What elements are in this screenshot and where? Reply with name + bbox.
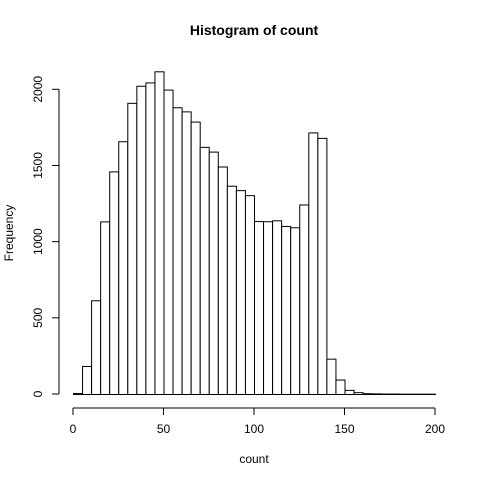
histogram-bar (208, 151, 219, 395)
x-tick-label: 200 (425, 422, 445, 436)
histogram-bar (254, 221, 265, 395)
histogram-bar (73, 393, 84, 395)
histogram-bar (118, 141, 129, 395)
histogram-bar (317, 137, 328, 395)
y-tick-label: 0 (31, 390, 45, 397)
histogram-bar (308, 132, 319, 395)
histogram-bar (335, 379, 346, 395)
bars-group (73, 71, 437, 396)
x-tick-label: 150 (334, 422, 354, 436)
histogram-bar (299, 204, 310, 395)
histogram-bar (263, 221, 274, 395)
histogram-bar (362, 393, 373, 396)
y-tick-label: 2000 (31, 76, 45, 103)
y-axis-label: Frequency (2, 205, 16, 262)
histogram-bar (100, 221, 111, 395)
histogram-bar (217, 166, 228, 395)
histogram-bar (145, 82, 156, 396)
histogram-bar (190, 121, 201, 396)
histogram-bar (172, 107, 183, 395)
x-tick-label: 100 (244, 422, 264, 436)
histogram-bar (344, 389, 355, 396)
histogram-bar (272, 220, 283, 395)
histogram-bar (326, 358, 337, 395)
histogram-bar (181, 111, 192, 395)
histogram-bar (371, 393, 382, 395)
histogram-bar (290, 227, 301, 395)
histogram-bar (244, 195, 255, 395)
chart-title: Histogram of count (190, 22, 319, 38)
histogram-bar (163, 89, 174, 395)
histogram-bar (281, 225, 292, 395)
histogram-bar (127, 102, 138, 395)
histogram-bar (91, 300, 102, 395)
histogram-bar (226, 185, 237, 395)
histogram-bar (109, 171, 120, 395)
y-tick-label: 500 (31, 307, 45, 327)
histogram-bar (353, 392, 364, 395)
x-tick-label: 50 (157, 422, 171, 436)
x-axis: 0 50 100 150 200 (70, 407, 445, 436)
y-tick-label: 1500 (31, 152, 45, 179)
histogram-bar (199, 146, 210, 395)
histogram-bar (154, 71, 165, 395)
x-axis-label: count (239, 452, 269, 466)
y-axis: 0 500 1000 1500 2000 (31, 76, 60, 397)
y-tick-label: 1000 (31, 228, 45, 255)
x-tick-label: 0 (70, 422, 77, 436)
histogram-bar (136, 85, 147, 395)
histogram-bar (82, 365, 93, 395)
histogram-bar (235, 190, 246, 395)
